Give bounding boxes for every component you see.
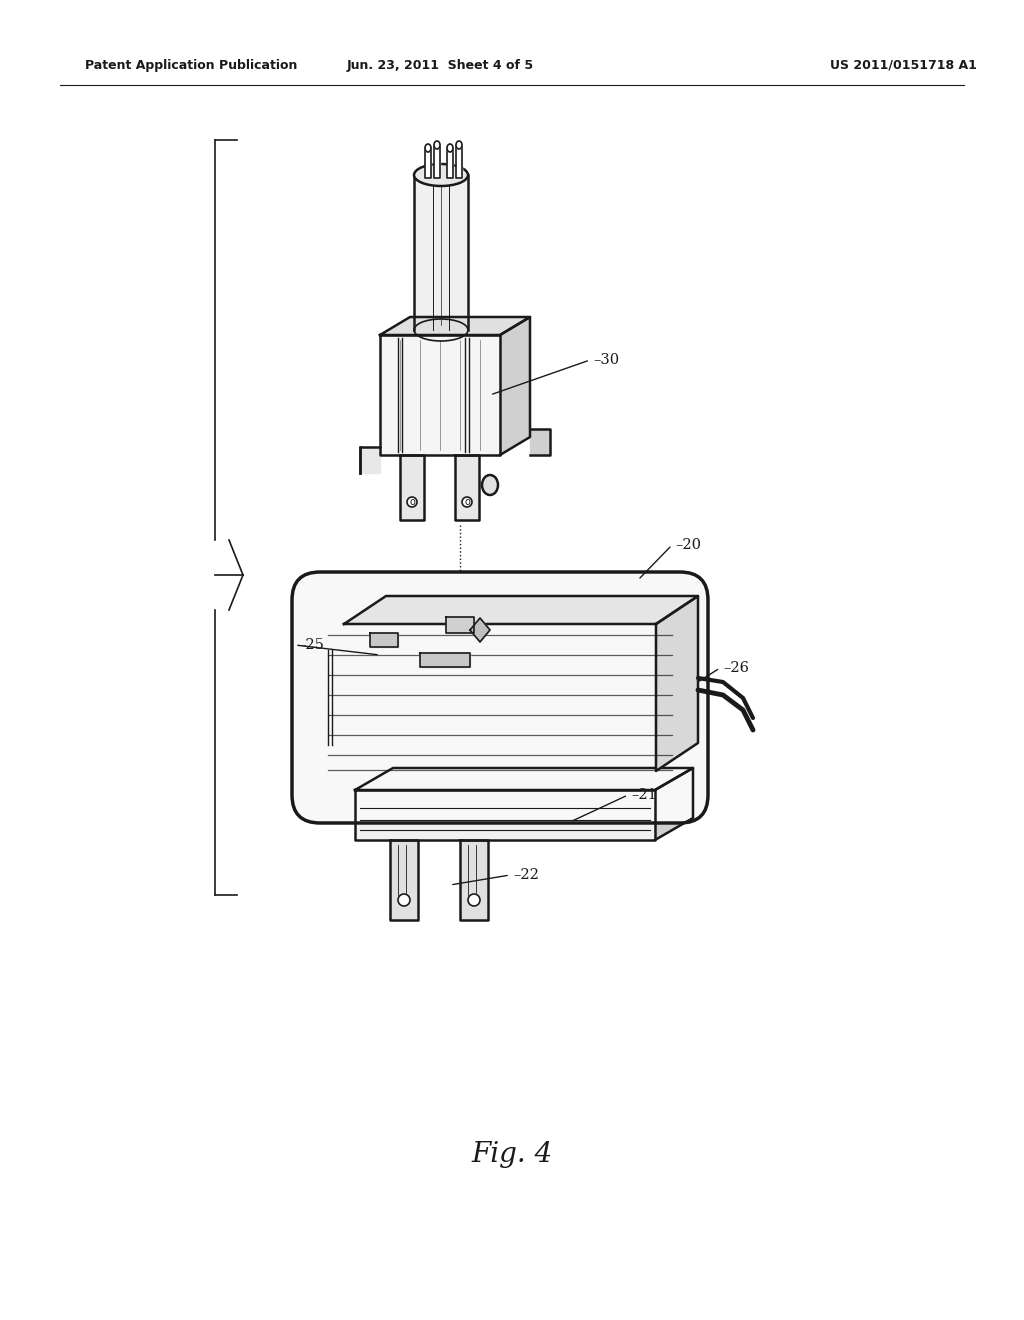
Polygon shape [370, 634, 398, 647]
Ellipse shape [425, 144, 431, 152]
Ellipse shape [414, 164, 468, 186]
Polygon shape [500, 317, 530, 455]
Text: Fig. 4: Fig. 4 [471, 1142, 553, 1168]
Ellipse shape [482, 475, 498, 495]
Polygon shape [360, 447, 380, 473]
Polygon shape [380, 335, 500, 455]
Polygon shape [390, 840, 418, 920]
Polygon shape [656, 597, 698, 771]
Polygon shape [434, 145, 440, 178]
Text: US 2011/0151718 A1: US 2011/0151718 A1 [830, 58, 977, 71]
Ellipse shape [414, 319, 468, 341]
Text: –22: –22 [513, 869, 539, 882]
Text: –26: –26 [723, 661, 749, 675]
Ellipse shape [434, 141, 440, 149]
Text: –20: –20 [675, 539, 701, 552]
Ellipse shape [398, 894, 410, 906]
Polygon shape [425, 148, 431, 178]
Text: –21: –21 [631, 788, 656, 803]
Text: Jun. 23, 2011  Sheet 4 of 5: Jun. 23, 2011 Sheet 4 of 5 [346, 58, 534, 71]
Polygon shape [655, 768, 693, 840]
Ellipse shape [456, 141, 462, 149]
Ellipse shape [407, 498, 417, 507]
Ellipse shape [462, 498, 472, 507]
FancyBboxPatch shape [292, 572, 708, 822]
Polygon shape [400, 455, 424, 520]
Text: Patent Application Publication: Patent Application Publication [85, 58, 297, 71]
Polygon shape [460, 840, 488, 920]
Polygon shape [414, 176, 468, 330]
Polygon shape [355, 789, 655, 840]
Polygon shape [344, 597, 698, 624]
Ellipse shape [447, 144, 453, 152]
Polygon shape [455, 455, 479, 520]
Polygon shape [447, 148, 453, 178]
Text: o: o [409, 498, 415, 507]
Text: –25: –25 [298, 638, 324, 652]
Polygon shape [355, 768, 693, 789]
Polygon shape [456, 145, 462, 178]
Text: o: o [464, 498, 470, 507]
Polygon shape [470, 618, 490, 642]
Text: –30: –30 [593, 352, 620, 367]
Polygon shape [420, 653, 470, 667]
Polygon shape [380, 317, 530, 335]
Polygon shape [530, 429, 550, 455]
Polygon shape [446, 616, 474, 634]
Ellipse shape [468, 894, 480, 906]
